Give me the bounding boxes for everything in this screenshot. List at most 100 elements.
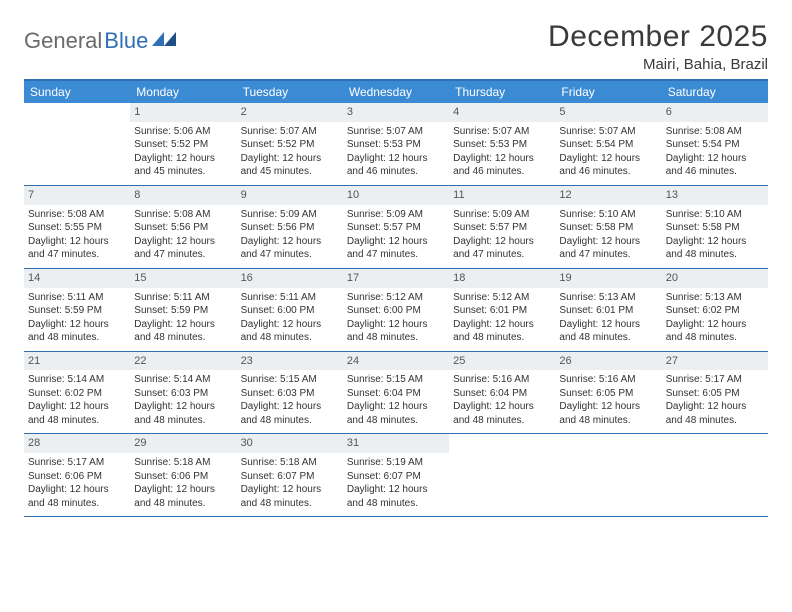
sunset-line: Sunset: 6:04 PM bbox=[347, 387, 445, 401]
day-number bbox=[662, 434, 768, 453]
sunrise-line: Sunrise: 5:14 AM bbox=[134, 373, 232, 387]
sunrise-line: Sunrise: 5:16 AM bbox=[559, 373, 657, 387]
sunrise-line: Sunrise: 5:15 AM bbox=[241, 373, 339, 387]
calendar-cell: 8Sunrise: 5:08 AMSunset: 5:56 PMDaylight… bbox=[130, 186, 236, 268]
day-number: 5 bbox=[555, 103, 661, 122]
calendar-cell: 7Sunrise: 5:08 AMSunset: 5:55 PMDaylight… bbox=[24, 186, 130, 268]
sunset-line: Sunset: 6:02 PM bbox=[28, 387, 126, 401]
day-number: 25 bbox=[449, 352, 555, 371]
calendar-cell: 20Sunrise: 5:13 AMSunset: 6:02 PMDayligh… bbox=[662, 269, 768, 351]
day-header: Friday bbox=[555, 81, 661, 103]
sunset-line: Sunset: 5:54 PM bbox=[666, 138, 764, 152]
daylight-line: Daylight: 12 hours and 48 minutes. bbox=[28, 400, 126, 427]
day-number: 28 bbox=[24, 434, 130, 453]
daylight-line: Daylight: 12 hours and 48 minutes. bbox=[453, 318, 551, 345]
daylight-line: Daylight: 12 hours and 47 minutes. bbox=[559, 235, 657, 262]
calendar-cell: 21Sunrise: 5:14 AMSunset: 6:02 PMDayligh… bbox=[24, 352, 130, 434]
day-number bbox=[24, 103, 130, 122]
sunrise-line: Sunrise: 5:16 AM bbox=[453, 373, 551, 387]
calendar-cell: 17Sunrise: 5:12 AMSunset: 6:00 PMDayligh… bbox=[343, 269, 449, 351]
day-number: 6 bbox=[662, 103, 768, 122]
calendar-cell: 9Sunrise: 5:09 AMSunset: 5:56 PMDaylight… bbox=[237, 186, 343, 268]
week-row: 21Sunrise: 5:14 AMSunset: 6:02 PMDayligh… bbox=[24, 352, 768, 435]
sunrise-line: Sunrise: 5:17 AM bbox=[666, 373, 764, 387]
day-header: Sunday bbox=[24, 81, 130, 103]
sunset-line: Sunset: 6:07 PM bbox=[241, 470, 339, 484]
calendar-cell: 16Sunrise: 5:11 AMSunset: 6:00 PMDayligh… bbox=[237, 269, 343, 351]
daylight-line: Daylight: 12 hours and 46 minutes. bbox=[559, 152, 657, 179]
sunset-line: Sunset: 5:55 PM bbox=[28, 221, 126, 235]
week-row: 28Sunrise: 5:17 AMSunset: 6:06 PMDayligh… bbox=[24, 434, 768, 517]
week-row: 14Sunrise: 5:11 AMSunset: 5:59 PMDayligh… bbox=[24, 269, 768, 352]
sunset-line: Sunset: 5:52 PM bbox=[134, 138, 232, 152]
daylight-line: Daylight: 12 hours and 48 minutes. bbox=[347, 400, 445, 427]
sunset-line: Sunset: 5:56 PM bbox=[241, 221, 339, 235]
daylight-line: Daylight: 12 hours and 46 minutes. bbox=[347, 152, 445, 179]
daylight-line: Daylight: 12 hours and 47 minutes. bbox=[453, 235, 551, 262]
day-header: Monday bbox=[130, 81, 236, 103]
daylight-line: Daylight: 12 hours and 47 minutes. bbox=[28, 235, 126, 262]
sunrise-line: Sunrise: 5:11 AM bbox=[134, 291, 232, 305]
logo-word1: General bbox=[24, 28, 102, 54]
sunrise-line: Sunrise: 5:18 AM bbox=[134, 456, 232, 470]
daylight-line: Daylight: 12 hours and 48 minutes. bbox=[28, 483, 126, 510]
calendar-cell: 6Sunrise: 5:08 AMSunset: 5:54 PMDaylight… bbox=[662, 103, 768, 185]
day-header: Thursday bbox=[449, 81, 555, 103]
sunrise-line: Sunrise: 5:07 AM bbox=[347, 125, 445, 139]
calendar-cell: 12Sunrise: 5:10 AMSunset: 5:58 PMDayligh… bbox=[555, 186, 661, 268]
day-header-row: SundayMondayTuesdayWednesdayThursdayFrid… bbox=[24, 81, 768, 103]
sunset-line: Sunset: 6:01 PM bbox=[559, 304, 657, 318]
daylight-line: Daylight: 12 hours and 47 minutes. bbox=[134, 235, 232, 262]
calendar-cell: 13Sunrise: 5:10 AMSunset: 5:58 PMDayligh… bbox=[662, 186, 768, 268]
day-number: 9 bbox=[237, 186, 343, 205]
daylight-line: Daylight: 12 hours and 48 minutes. bbox=[28, 318, 126, 345]
day-header: Wednesday bbox=[343, 81, 449, 103]
sunset-line: Sunset: 6:05 PM bbox=[666, 387, 764, 401]
day-number: 14 bbox=[24, 269, 130, 288]
day-header: Saturday bbox=[662, 81, 768, 103]
sunrise-line: Sunrise: 5:13 AM bbox=[559, 291, 657, 305]
sunset-line: Sunset: 5:54 PM bbox=[559, 138, 657, 152]
sunrise-line: Sunrise: 5:19 AM bbox=[347, 456, 445, 470]
day-number: 4 bbox=[449, 103, 555, 122]
day-number: 3 bbox=[343, 103, 449, 122]
day-number: 27 bbox=[662, 352, 768, 371]
sunset-line: Sunset: 5:53 PM bbox=[347, 138, 445, 152]
day-number: 11 bbox=[449, 186, 555, 205]
daylight-line: Daylight: 12 hours and 48 minutes. bbox=[134, 483, 232, 510]
day-number: 17 bbox=[343, 269, 449, 288]
header: GeneralBlue December 2025 Mairi, Bahia, … bbox=[24, 20, 768, 73]
daylight-line: Daylight: 12 hours and 47 minutes. bbox=[241, 235, 339, 262]
calendar-cell: 4Sunrise: 5:07 AMSunset: 5:53 PMDaylight… bbox=[449, 103, 555, 185]
sunrise-line: Sunrise: 5:07 AM bbox=[453, 125, 551, 139]
calendar-cell: 27Sunrise: 5:17 AMSunset: 6:05 PMDayligh… bbox=[662, 352, 768, 434]
daylight-line: Daylight: 12 hours and 48 minutes. bbox=[559, 400, 657, 427]
daylight-line: Daylight: 12 hours and 48 minutes. bbox=[134, 318, 232, 345]
daylight-line: Daylight: 12 hours and 48 minutes. bbox=[559, 318, 657, 345]
sunrise-line: Sunrise: 5:08 AM bbox=[28, 208, 126, 222]
calendar-cell bbox=[449, 434, 555, 516]
calendar-cell: 18Sunrise: 5:12 AMSunset: 6:01 PMDayligh… bbox=[449, 269, 555, 351]
sunrise-line: Sunrise: 5:11 AM bbox=[28, 291, 126, 305]
day-number: 8 bbox=[130, 186, 236, 205]
day-number bbox=[449, 434, 555, 453]
calendar-cell bbox=[555, 434, 661, 516]
sunset-line: Sunset: 6:06 PM bbox=[28, 470, 126, 484]
calendar: SundayMondayTuesdayWednesdayThursdayFrid… bbox=[24, 79, 768, 517]
sunset-line: Sunset: 5:58 PM bbox=[666, 221, 764, 235]
sunrise-line: Sunrise: 5:18 AM bbox=[241, 456, 339, 470]
week-row: 7Sunrise: 5:08 AMSunset: 5:55 PMDaylight… bbox=[24, 186, 768, 269]
calendar-cell: 1Sunrise: 5:06 AMSunset: 5:52 PMDaylight… bbox=[130, 103, 236, 185]
calendar-cell bbox=[662, 434, 768, 516]
calendar-cell: 26Sunrise: 5:16 AMSunset: 6:05 PMDayligh… bbox=[555, 352, 661, 434]
day-number: 21 bbox=[24, 352, 130, 371]
daylight-line: Daylight: 12 hours and 46 minutes. bbox=[453, 152, 551, 179]
daylight-line: Daylight: 12 hours and 48 minutes. bbox=[241, 483, 339, 510]
sunrise-line: Sunrise: 5:12 AM bbox=[347, 291, 445, 305]
sunset-line: Sunset: 6:01 PM bbox=[453, 304, 551, 318]
sunset-line: Sunset: 6:00 PM bbox=[347, 304, 445, 318]
daylight-line: Daylight: 12 hours and 48 minutes. bbox=[453, 400, 551, 427]
calendar-cell: 14Sunrise: 5:11 AMSunset: 5:59 PMDayligh… bbox=[24, 269, 130, 351]
sunrise-line: Sunrise: 5:15 AM bbox=[347, 373, 445, 387]
sunset-line: Sunset: 5:59 PM bbox=[134, 304, 232, 318]
